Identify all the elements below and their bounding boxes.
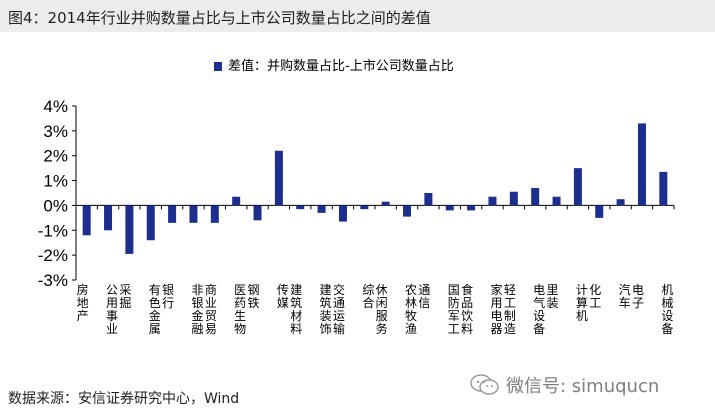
bar <box>232 196 241 206</box>
x-category-label: 轻工制造 <box>504 283 516 336</box>
y-tick-label: 2% <box>43 147 68 166</box>
x-category-label: 汽车 <box>619 282 631 310</box>
x-category-label: 电气设备 <box>533 283 545 336</box>
x-category-label: 房地产 <box>77 282 89 323</box>
x-category-label: 商业贸易 <box>205 282 217 336</box>
bar <box>509 191 518 206</box>
bar <box>381 201 390 206</box>
bar <box>424 193 433 206</box>
bar <box>445 205 454 211</box>
x-category-label: 计算机 <box>576 283 588 323</box>
x-category-label: 通信 <box>418 283 430 310</box>
bar <box>168 205 177 223</box>
x-category-label: 电子 <box>632 283 644 310</box>
bar <box>317 205 326 213</box>
bar <box>573 168 582 206</box>
bar <box>296 205 305 210</box>
legend-swatch <box>214 62 222 71</box>
x-category-label: 有色金属 <box>149 283 161 336</box>
y-tick-label: 1% <box>43 172 68 191</box>
x-category-label: 非银金融 <box>191 283 203 336</box>
x-category-label: 传媒 <box>277 282 289 310</box>
x-category-label: 休闲服务 <box>376 283 388 336</box>
bar <box>659 171 668 206</box>
bar <box>488 196 497 206</box>
bar <box>467 205 476 211</box>
y-tick-label: 4% <box>43 97 68 116</box>
x-category-label: 农林牧渔 <box>405 283 417 336</box>
bar <box>360 205 369 210</box>
x-category-label: 钢铁 <box>248 283 260 310</box>
bar <box>189 205 198 223</box>
bar <box>531 188 540 206</box>
wechat-icon <box>470 374 499 395</box>
x-category-label: 国防军工 <box>448 283 460 336</box>
bar <box>403 205 412 217</box>
x-category-label: 化工 <box>589 283 601 310</box>
legend-label: 差值：并购数量占比-上市公司数量占比 <box>228 58 454 74</box>
y-tick-label: -2% <box>38 246 68 265</box>
x-category-label: 公用事业 <box>106 283 118 336</box>
bar-chart: 差值：并购数量占比-上市公司数量占比 4% 3% 2% 1% 0% -1% -2% -3% 房地产… <box>38 58 675 336</box>
bar <box>253 205 262 221</box>
x-category-label: 食品饮料 <box>461 282 473 336</box>
x-category-label: 里装 <box>547 283 559 310</box>
watermark: 微信号: simuqucn <box>470 372 710 398</box>
x-category-label: 建筑装饰 <box>320 283 332 336</box>
x-category-label: 交通运输 <box>333 282 345 336</box>
y-tick-label: 0% <box>43 196 68 215</box>
bar <box>616 199 625 206</box>
bar <box>552 196 561 206</box>
watermark-text: 微信号: simuqucn <box>506 376 660 397</box>
x-category-label: 建筑材料 <box>290 283 302 336</box>
data-source: 数据来源：安信证券研究中心，Wind <box>8 391 240 407</box>
x-category-label: 综合 <box>362 283 374 310</box>
x-category-label: 机械设备 <box>661 283 673 336</box>
bar <box>146 205 155 241</box>
bar <box>125 205 134 254</box>
bar <box>338 205 347 222</box>
bar <box>274 150 283 206</box>
bar <box>82 205 91 236</box>
bar <box>595 205 604 218</box>
x-category-label: 医药生物 <box>234 283 246 336</box>
x-category-label: 银行 <box>162 283 174 310</box>
y-tick-label: -1% <box>38 221 68 240</box>
bar <box>210 205 219 223</box>
figure-title: 图4：2014年行业并购数量占比与上市公司数量占比之间的差值 <box>8 9 431 27</box>
x-category-label: 家用电器 <box>490 282 502 336</box>
x-category-label: 采掘 <box>119 283 131 310</box>
y-tick-label: -3% <box>38 271 68 290</box>
y-tick-label: 3% <box>43 122 68 141</box>
figure-title-bar: 图4：2014年行业并购数量占比与上市公司数量占比之间的差值 <box>0 0 715 32</box>
bar <box>637 123 646 206</box>
bar <box>104 205 113 231</box>
